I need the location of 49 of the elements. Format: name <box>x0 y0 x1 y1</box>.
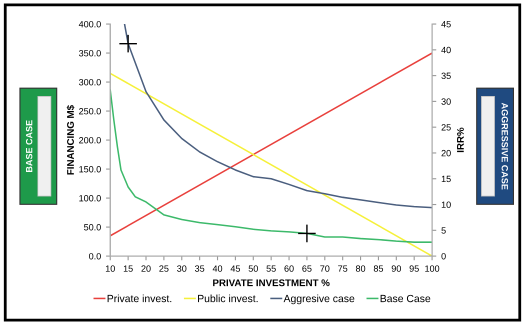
x-axis-title: PRIVATE INVESTMENT % <box>213 279 330 286</box>
y-tick-label: 400.0 <box>78 21 101 28</box>
y2-tick-label: 20 <box>442 150 451 156</box>
text: BASE CASE <box>26 120 32 172</box>
y-tick-label: 50.0 <box>84 224 101 230</box>
y-tick-label: 0.0 <box>89 253 101 260</box>
x-tick-label: 80 <box>356 265 366 272</box>
x-tick-label: 20 <box>141 265 151 272</box>
y2-tick-label: 25 <box>442 124 451 131</box>
legend-label: Private invest. <box>108 294 172 302</box>
legend-label: Aggresive case <box>284 294 354 304</box>
x-tick-label: 35 <box>194 265 204 272</box>
y2-tick-label: 40 <box>441 46 451 54</box>
x-tick-label: 75 <box>338 265 348 272</box>
line-series <box>124 24 432 208</box>
y-tick-label: 200.0 <box>79 137 101 144</box>
x-tick-label: 100 <box>425 265 440 272</box>
x-tick-label: 25 <box>159 265 169 272</box>
x-tick-label: 65 <box>302 265 312 272</box>
x-tick-label: 40 <box>212 265 222 272</box>
y-tick-label: 300.0 <box>78 79 101 86</box>
y-axis-title: FINANCING M$ <box>66 105 75 175</box>
y2-tick-label: 15 <box>442 176 451 182</box>
y-tick-label: 100.0 <box>79 195 101 202</box>
x-tick-label: 85 <box>374 265 384 272</box>
legend-label: Base Case <box>380 294 430 302</box>
x-tick-label: 55 <box>266 265 276 272</box>
x-tick-label: 30 <box>177 265 186 272</box>
y-tick-label: 350.0 <box>78 50 101 56</box>
y2-tick-label: 35 <box>441 72 451 79</box>
x-tick-label: 60 <box>284 265 294 272</box>
y2-tick-label: 45 <box>441 21 451 28</box>
x-tick-label: 15 <box>124 265 133 272</box>
y2-tick-label: 10 <box>442 202 451 208</box>
y-tick-label: 250.0 <box>79 108 101 114</box>
y2-axis-title: IRR% <box>456 128 464 152</box>
line-series <box>110 89 432 243</box>
y2-tick-label: 5 <box>441 227 446 234</box>
y-tick-label: 150.0 <box>79 166 101 172</box>
x-tick-label: 90 <box>392 265 401 272</box>
text: AGGRESSIVE CASE <box>502 102 508 190</box>
x-tick-label: 50 <box>248 265 258 272</box>
x-tick-label: 45 <box>230 265 240 272</box>
y2-tick-label: 0 <box>441 253 446 260</box>
x-tick-label: 70 <box>320 265 330 272</box>
x-tick-label: 10 <box>106 265 115 272</box>
x-tick-label: 95 <box>410 265 419 272</box>
legend-label: Public invest. <box>198 294 258 302</box>
y2-tick-label: 30 <box>441 98 451 105</box>
